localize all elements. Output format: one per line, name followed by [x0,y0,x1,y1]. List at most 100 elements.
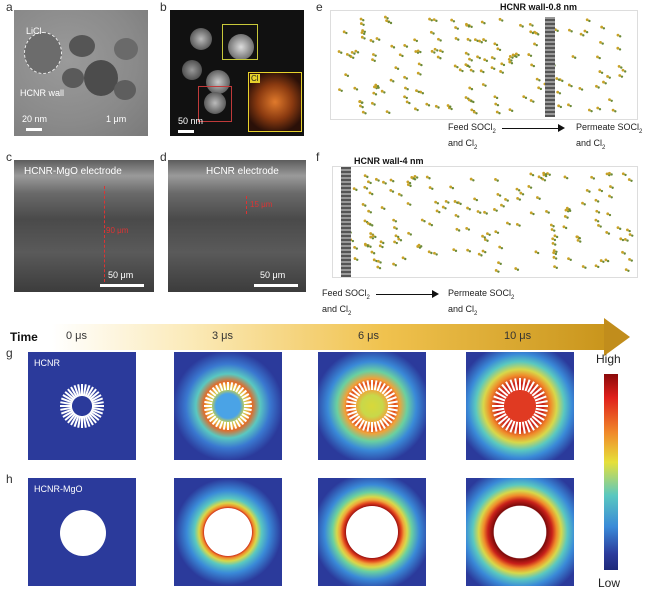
spoke [70,386,78,398]
molecule [429,30,435,35]
spoke [366,421,371,432]
particle [84,60,118,96]
molecule [403,95,408,100]
spoke [347,396,358,402]
molecule [595,209,601,214]
molecule [494,102,500,107]
molecule [425,175,431,180]
spoke [529,417,539,429]
molecule [585,18,591,23]
spoke [232,383,238,392]
molecule [527,185,533,189]
molecule [604,258,610,263]
molecule [585,189,591,193]
molecule [500,203,505,208]
molecule [468,57,473,62]
spoke [239,389,248,397]
molecule [465,226,471,231]
molecule [493,95,499,100]
spoke [354,385,363,395]
particle [228,34,254,60]
molecule [353,257,359,261]
spoke [60,406,73,411]
molecule [394,234,400,239]
spoke [204,407,213,412]
molecule [552,249,558,253]
molecule [352,187,358,192]
molecule [598,188,604,193]
molecule [508,55,514,59]
molecule [407,231,412,236]
molecule [337,50,343,54]
molecule [594,218,600,223]
panel-a-tem-image: LiCl HCNR wall 20 nm 1 μm [14,10,148,136]
spoke [529,383,539,395]
molecule [617,64,623,69]
molecule [403,75,408,80]
spoke [386,396,397,402]
sim-hcnrmgo-10us [466,478,574,586]
panel-e-feed: Feed SOCl2 and Cl2 [448,122,496,151]
molecule [403,44,409,48]
sim-hcnrmgo-0us: HCNR-MgO [28,478,136,586]
spoke [222,382,227,391]
molecule [342,30,348,35]
molecule [379,240,385,245]
molecule [416,245,422,249]
molecule [404,86,409,91]
molecule [464,51,470,56]
molecule [500,62,506,67]
sim-hcnr-6us [318,352,426,460]
molecule [494,269,500,273]
molecule [383,15,389,20]
molecule [406,183,412,188]
flow-arrowhead [432,290,439,298]
molecule [370,250,376,255]
molecule [529,99,535,103]
molecule [528,22,534,27]
molecule [370,101,376,106]
spoke [524,420,531,433]
time-6: 6 μs [358,330,380,342]
molecule [490,56,496,60]
spoke [362,381,368,392]
spoke [533,391,545,399]
particle [190,28,212,50]
molecule [583,29,589,34]
spoke [218,420,224,429]
molecule [581,201,586,206]
molecule [369,39,375,43]
spoke [60,401,73,406]
molecule [372,53,377,57]
spoke [64,411,75,421]
molecule [353,245,358,250]
molecule [594,264,600,269]
molecule [533,42,538,47]
molecule [551,242,557,246]
molecule [618,74,624,78]
molecule [578,86,584,91]
spoke [351,415,361,424]
panel-f-md-box [332,166,638,278]
molecule [398,53,404,58]
spoke [241,413,250,419]
molecule [432,18,438,23]
molecule [598,70,604,74]
molecule [389,188,395,193]
molecule [420,218,426,223]
spoke [347,410,358,416]
molecule [389,78,395,83]
molecule [567,103,572,108]
spoke [86,386,94,398]
row-label-hcnr-mgo: HCNR-MgO [34,484,83,494]
molecule [385,110,391,115]
molecule [516,197,522,201]
spoke [73,384,80,397]
molecule [511,53,517,58]
molecule [345,52,351,57]
spoke [521,378,526,391]
spoke [376,420,382,431]
scale-50um: 50 μm [260,270,286,280]
spoke [383,388,393,397]
panel-g-label: g [6,346,13,360]
